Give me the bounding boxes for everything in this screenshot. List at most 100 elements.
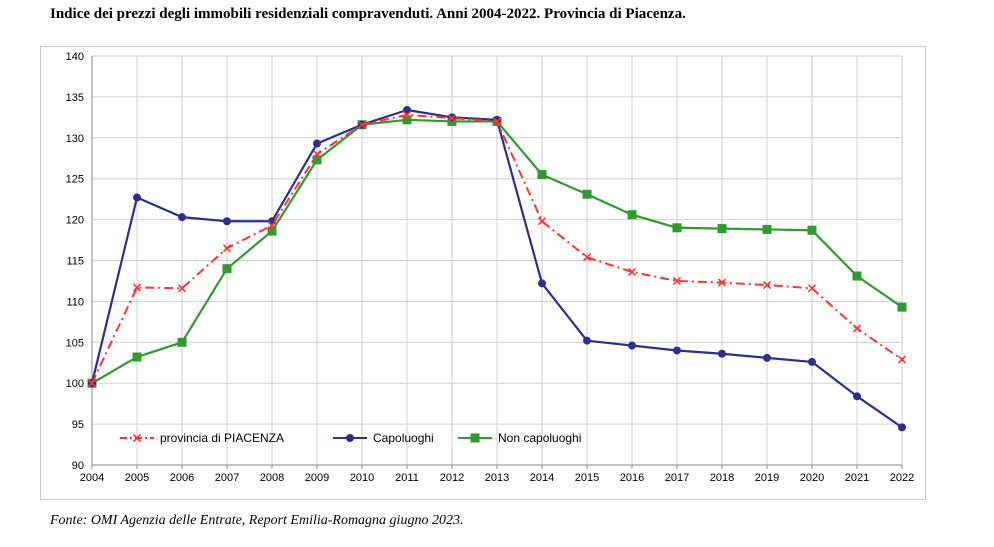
marker-stroke [87,379,97,388]
x-tick-label: 2012 [440,472,464,484]
marker-stroke [582,253,592,262]
data-point [132,352,142,362]
data-point [178,213,186,222]
data-point [672,276,682,286]
source-note: Fonte: OMI Agenzia delle Entrate, Report… [50,513,464,528]
x-tick-label: 2011 [395,472,419,484]
y-tick-label: 115 [66,256,84,268]
data-point [492,117,502,126]
legend-marker [346,434,354,442]
data-point [853,392,861,401]
data-point [898,423,906,432]
data-point [673,346,681,355]
legend-item: Capoluoghi [333,431,434,445]
data-point [223,217,231,226]
marker-stroke [132,283,142,292]
data-point [222,264,232,274]
data-point [807,284,817,293]
x-tick-label: 2016 [620,472,644,484]
legend-marker [132,433,142,443]
x-tick-label: 2018 [710,472,734,484]
data-point [537,217,547,226]
data-point [177,337,187,347]
data-point [133,193,141,202]
data-point [267,221,277,230]
marker-stroke [492,117,502,126]
legend-label: Capoluoghi [373,431,434,445]
x-tick-label: 2015 [575,472,599,484]
marker-stroke [762,280,772,290]
series-provincia-di-piacenza [87,110,907,388]
y-tick-label: 100 [66,378,84,390]
x-tick-label: 2006 [170,472,194,484]
marker-stroke [267,221,277,230]
x-tick-label: 2008 [260,472,284,484]
data-point [852,271,862,281]
x-tick-label: 2017 [665,472,689,484]
marker-stroke [447,114,457,123]
data-point [808,357,816,366]
x-tick-label: 2013 [485,472,509,484]
data-point [132,283,142,292]
x-tick-label: 2004 [80,472,104,484]
x-tick-label: 2010 [350,472,374,484]
data-point [852,324,862,333]
y-tick-label: 95 [72,419,84,431]
marker-stroke [402,110,412,119]
data-point [312,150,322,159]
data-point [582,253,592,262]
data-point [313,139,321,148]
y-tick-label: 135 [66,92,84,104]
y-tick-label: 105 [66,337,84,349]
data-point [762,224,772,234]
marker-stroke [312,150,322,159]
y-tick-label: 120 [66,215,84,227]
y-tick-label: 130 [66,133,84,145]
data-point [537,170,547,180]
data-point [627,210,637,220]
data-point [87,379,97,388]
chart-title: Indice dei prezzi degli immobili residen… [50,6,686,22]
marker-stroke [537,217,547,226]
legend-label: Non capoluoghi [498,431,581,445]
y-tick-label: 110 [66,296,84,308]
legend-item: provincia di PIACENZA [120,431,284,445]
y-tick-label: 90 [72,460,84,472]
data-point [897,355,907,364]
marker-stroke [897,355,907,364]
y-tick-label: 125 [66,174,84,186]
legend-label: provincia di PIACENZA [160,431,284,445]
x-tick-label: 2019 [755,472,779,484]
data-point [538,279,546,288]
data-point [717,224,727,234]
data-point [403,105,411,114]
data-point [627,267,637,277]
marker-stroke [357,120,367,129]
data-point [582,189,592,199]
data-point [222,244,232,253]
data-point [267,226,277,236]
data-point [177,284,187,293]
data-point [672,223,682,233]
data-point [718,349,726,358]
marker-stroke [627,267,637,277]
x-tick-label: 2005 [125,472,149,484]
legend-marker [470,433,480,443]
data-point [357,120,367,129]
x-tick-label: 2022 [890,472,914,484]
y-tick-label: 140 [66,51,84,63]
marker-stroke [717,278,727,287]
data-point [807,225,817,235]
marker-stroke [807,284,817,293]
data-point [402,110,412,119]
marker-stroke [132,433,142,443]
data-point [897,302,907,312]
data-point [717,278,727,287]
data-point [762,280,772,290]
data-point [583,336,591,345]
legend-item: Non capoluoghi [458,431,581,445]
marker-stroke [222,244,232,253]
marker-stroke [177,284,187,293]
marker-stroke [672,276,682,286]
